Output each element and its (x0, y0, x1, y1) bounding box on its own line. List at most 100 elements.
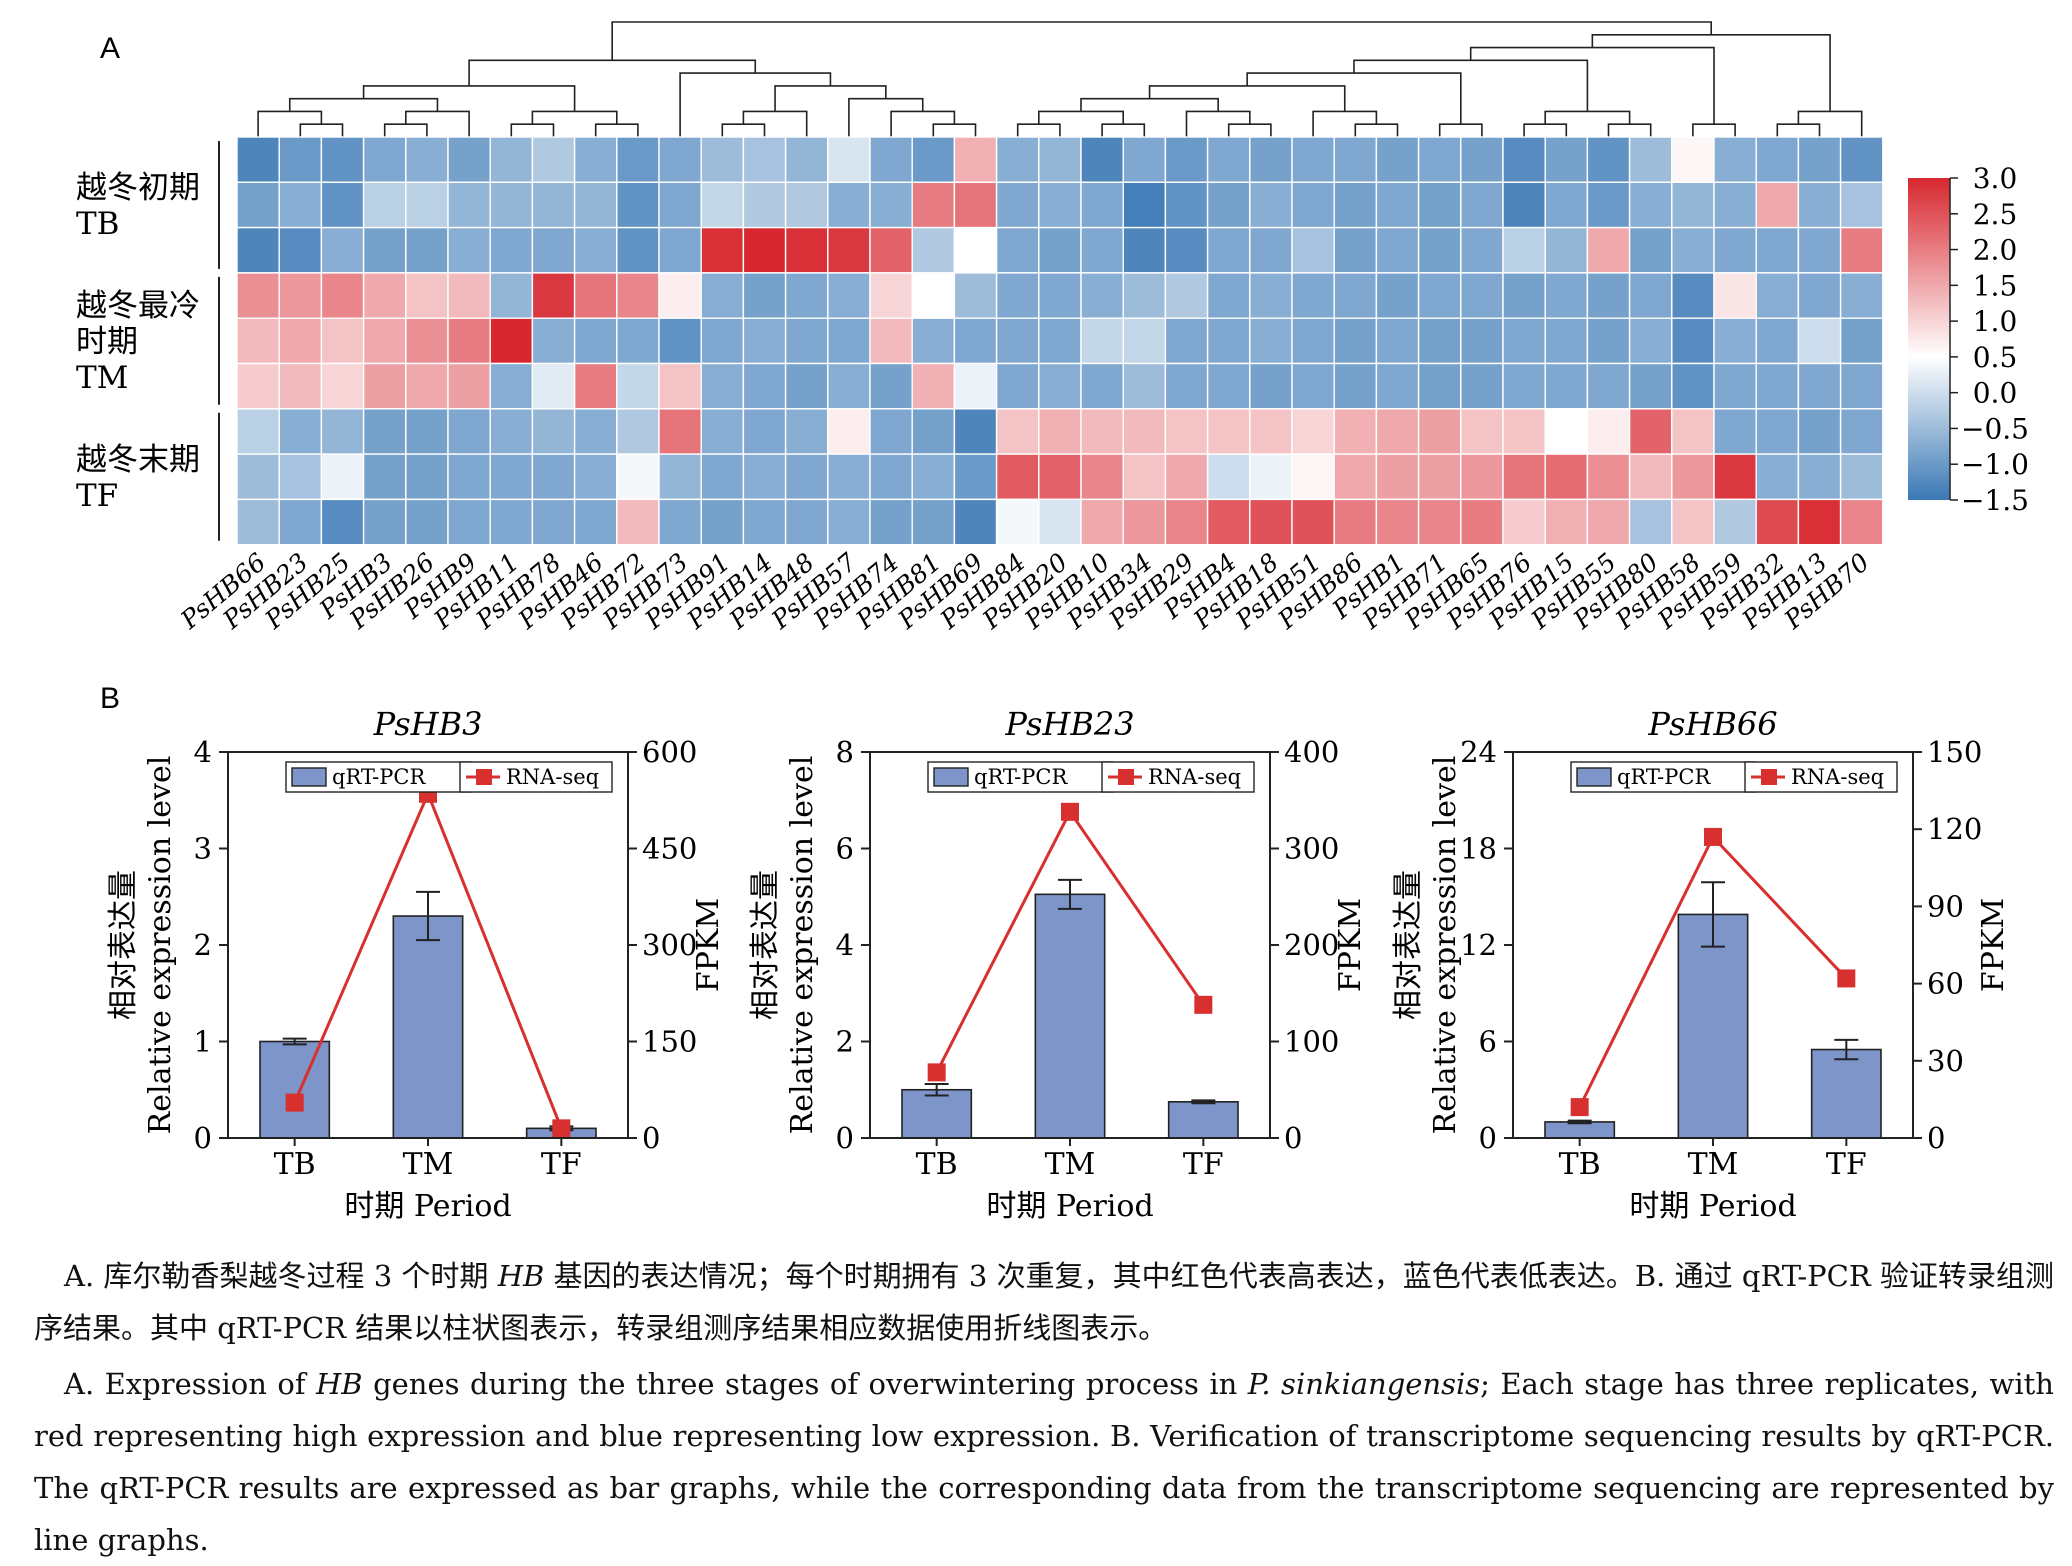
legend-swatch-marker (1761, 769, 1777, 785)
legend-label-line: RNA-seq (1791, 765, 1884, 789)
heatmap-cell (489, 362, 534, 410)
heatmap-cell (320, 272, 365, 319)
heatmap-cell (995, 362, 1040, 410)
heatmap-cell (1544, 226, 1589, 274)
heatmap-cell (362, 272, 407, 319)
heatmap-cell (1164, 453, 1209, 501)
rnaseq-point (1570, 1098, 1589, 1117)
heatmap-cell (1249, 181, 1293, 229)
heatmap-cell (1671, 408, 1715, 455)
heatmap-cell (1586, 181, 1631, 229)
heatmap-cell (1671, 181, 1715, 229)
heatmap-cell (1206, 453, 1251, 501)
colorbar-tick-label: −1.5 (1961, 484, 2029, 517)
heatmap-cell (1333, 226, 1378, 274)
heatmap-cell (1333, 272, 1378, 319)
heatmap-cell (911, 362, 956, 410)
heatmap-cell (827, 408, 871, 455)
heatmap-cell (573, 181, 618, 229)
right-tick-label: 100 (1284, 1025, 1339, 1059)
heatmap-cell (1038, 317, 1082, 365)
dendrogram-branch (1101, 123, 1146, 137)
heatmap-cell (531, 362, 576, 410)
heatmap-cell (1291, 408, 1335, 455)
right-axis-label: FPKM (1976, 898, 2011, 992)
heatmap-cell (531, 453, 576, 501)
heatmap-cell (405, 408, 449, 455)
heatmap-cell (1628, 453, 1673, 501)
heatmap-cell (1291, 226, 1335, 274)
colorbar-gradient (1908, 178, 1950, 500)
chart-pshb3: PsHB3 0 1 2 3 4 0 150 300 450 600 TB TM TF 时期 Period 相对… (106, 705, 726, 1224)
heatmap-cell (869, 453, 913, 501)
right-tick-label: 300 (642, 928, 697, 962)
colorbar-tick-label: 1.5 (1973, 269, 2018, 302)
heatmap-cell (1122, 136, 1167, 183)
heatmap-cell (911, 181, 956, 229)
heatmap-cell (1333, 453, 1378, 501)
heatmap-cell (784, 498, 829, 546)
heatmap-cell (1671, 453, 1715, 501)
heatmap-cell (278, 181, 323, 229)
heatmap-cell (1164, 136, 1209, 183)
heatmap-cell (1586, 136, 1631, 183)
heatmap-cell (869, 272, 913, 319)
heatmap-cell (742, 498, 787, 546)
heatmap-cell (1333, 317, 1378, 365)
legend-swatch-marker (476, 769, 492, 785)
heatmap-cell (742, 136, 787, 183)
figure-caption: A. 库尔勒香梨越冬过程 3 个时期 HB 基因的表达情况；每个时期拥有 3 次… (34, 1250, 2054, 1566)
heatmap-cell (1713, 136, 1757, 183)
heatmap-cell (1713, 408, 1757, 455)
heatmap-cell (1417, 453, 1462, 501)
rnaseq-point (1061, 802, 1079, 821)
heatmap-cell (447, 408, 491, 455)
left-tick-label: 2 (194, 928, 212, 962)
heatmap-cell (1333, 362, 1378, 410)
heatmap-cell (658, 181, 702, 229)
heatmap-cell (995, 317, 1040, 365)
heatmap-cell (278, 453, 323, 501)
x-axis-label: 时期 Period (344, 1189, 511, 1224)
dendrogram-branch (721, 123, 766, 137)
dendrogram-branch (1438, 123, 1483, 137)
left-tick-label: 6 (836, 832, 854, 866)
chart-title: PsHB3 (373, 705, 483, 743)
heatmap-cell (1839, 408, 1884, 455)
dendrogram-branch (383, 123, 428, 137)
heatmap-cell (1417, 181, 1462, 229)
dendrogram-branch (1692, 123, 1736, 137)
heatmap-cell (447, 498, 491, 546)
heatmap-cell (784, 226, 829, 274)
heatmap-cell (236, 136, 280, 183)
heatmap-cell (1502, 272, 1546, 319)
heatmap-cell (1586, 226, 1631, 274)
x-tick-label: TF (541, 1147, 582, 1182)
heatmap-cell (1122, 181, 1167, 229)
heatmap-cell (1628, 408, 1673, 455)
heatmap-cell (784, 453, 829, 501)
heatmap-cell (995, 181, 1040, 229)
heatmap-cell (1628, 317, 1673, 365)
heatmap-cell (1206, 272, 1251, 319)
heatmap-cell (236, 317, 280, 365)
dendrogram-branch (679, 72, 832, 137)
heatmap-cell (573, 498, 618, 546)
dendrogram-branch (1148, 85, 1346, 112)
heatmap-cell (616, 136, 660, 183)
colorbar-tick-label: 2.0 (1973, 234, 2018, 267)
heatmap-cell (320, 181, 365, 229)
heatmap-cell (658, 272, 702, 319)
error-bar (416, 890, 440, 942)
colorbar: 3.02.52.01.51.00.50.0−0.5−1.0−1.5 (1908, 162, 2029, 517)
heatmap-cell (1333, 498, 1378, 546)
x-tick-label: TF (1826, 1147, 1867, 1182)
heatmap-cell (1839, 317, 1884, 365)
heatmap-cell (1417, 136, 1462, 183)
heatmap-cell (911, 272, 956, 319)
heatmap-cell (1291, 317, 1335, 365)
heatmap-cell (658, 362, 702, 410)
heatmap-cell (1755, 408, 1800, 455)
heatmap-cell (1291, 272, 1335, 319)
